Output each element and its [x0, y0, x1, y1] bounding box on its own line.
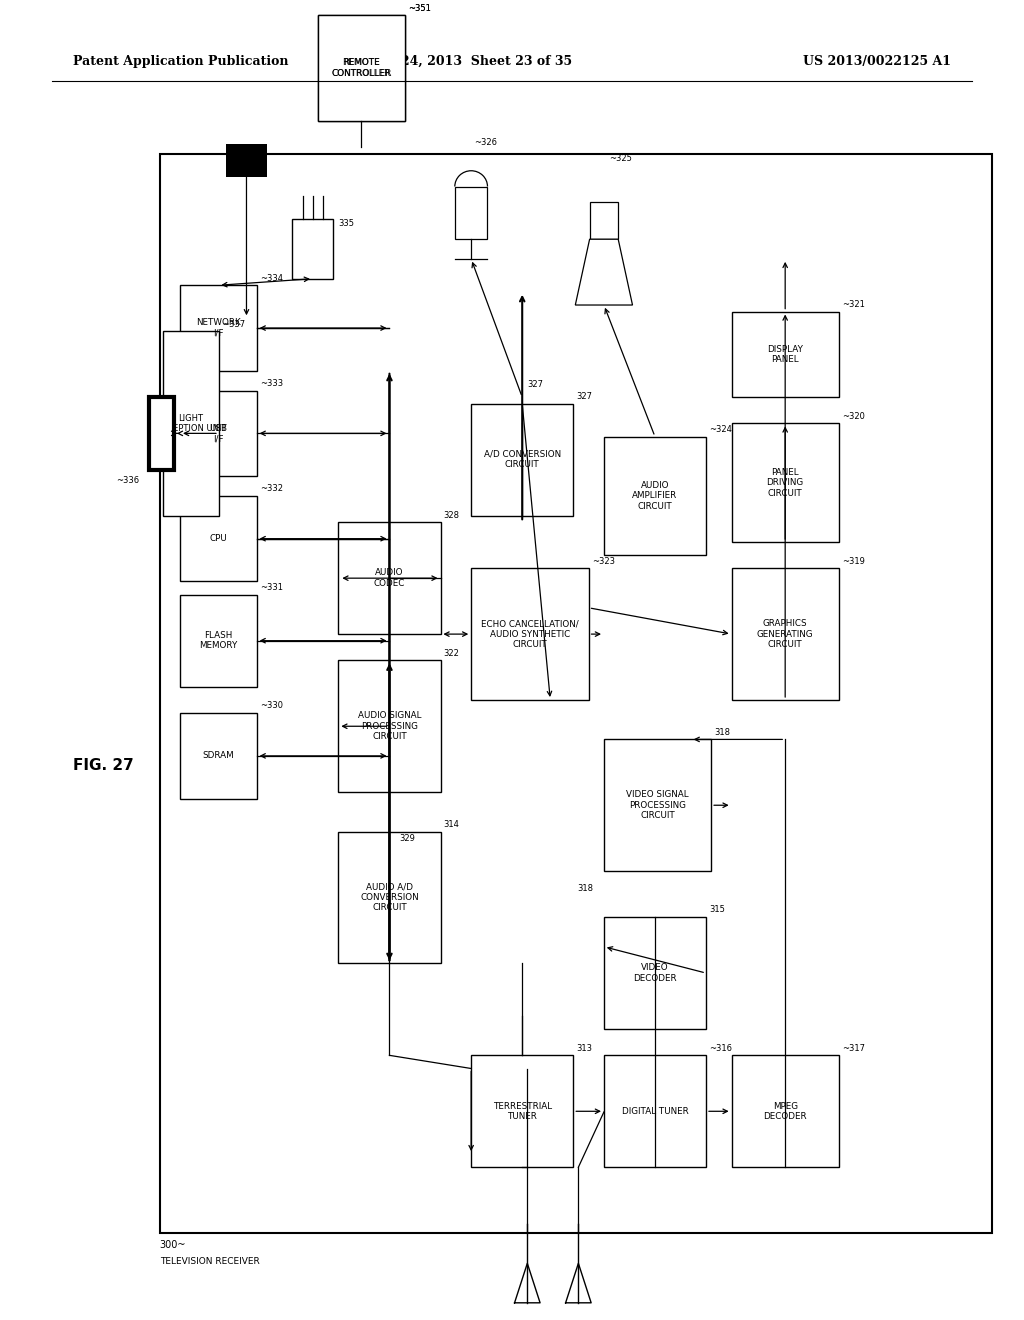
Bar — [338, 523, 440, 634]
Bar — [731, 569, 839, 700]
Text: 335: 335 — [338, 219, 354, 228]
Bar — [471, 1056, 573, 1167]
Text: ~351: ~351 — [408, 4, 431, 13]
Text: ~334: ~334 — [260, 273, 283, 282]
Bar — [590, 202, 618, 239]
Bar — [318, 16, 404, 120]
Bar — [604, 917, 706, 1030]
Text: CPU: CPU — [210, 535, 227, 543]
Bar — [455, 186, 487, 239]
Text: 315: 315 — [709, 906, 725, 915]
Bar — [180, 285, 257, 371]
Bar — [731, 424, 839, 543]
Text: ~323: ~323 — [592, 557, 614, 566]
Text: ~332: ~332 — [260, 484, 283, 494]
Text: 300~: 300~ — [160, 1239, 186, 1250]
Text: TELEVISION RECEIVER: TELEVISION RECEIVER — [160, 1257, 259, 1266]
Text: ~317: ~317 — [842, 1044, 865, 1053]
Text: AUDIO
AMPLIFIER
CIRCUIT: AUDIO AMPLIFIER CIRCUIT — [633, 480, 678, 511]
Text: SDRAM: SDRAM — [203, 751, 234, 760]
Text: ~324: ~324 — [709, 425, 732, 434]
Text: 318: 318 — [714, 727, 730, 737]
Text: AUDIO SIGNAL
PROCESSING
CIRCUIT: AUDIO SIGNAL PROCESSING CIRCUIT — [357, 711, 421, 741]
Text: 327: 327 — [577, 392, 592, 401]
Bar — [180, 594, 257, 686]
Text: ~320: ~320 — [842, 412, 864, 421]
Text: REMOTE
CONTROLLER: REMOTE CONTROLLER — [331, 58, 391, 78]
Text: VIDEO SIGNAL
PROCESSING
CIRCUIT: VIDEO SIGNAL PROCESSING CIRCUIT — [627, 791, 689, 820]
Text: FLASH
MEMORY: FLASH MEMORY — [200, 631, 238, 651]
Text: ~351: ~351 — [408, 4, 431, 13]
Text: NETWORK
I/F: NETWORK I/F — [196, 318, 241, 338]
Text: LIGHT
RECEPTION UNIT: LIGHT RECEPTION UNIT — [156, 413, 226, 433]
Text: GRAPHICS
GENERATING
CIRCUIT: GRAPHICS GENERATING CIRCUIT — [757, 619, 813, 649]
Text: ~336: ~336 — [116, 477, 139, 486]
Text: ~331: ~331 — [260, 583, 283, 591]
Bar — [471, 569, 589, 700]
Text: 313: 313 — [577, 1044, 592, 1053]
Text: ~321: ~321 — [842, 300, 864, 309]
Text: Jan. 24, 2013  Sheet 23 of 35: Jan. 24, 2013 Sheet 23 of 35 — [370, 55, 572, 69]
Bar — [318, 16, 404, 120]
Text: 322: 322 — [443, 649, 460, 657]
Bar — [180, 496, 257, 581]
Text: ~333: ~333 — [260, 379, 283, 388]
Text: ~325: ~325 — [609, 154, 632, 162]
Text: ~337: ~337 — [222, 319, 245, 329]
Text: ~316: ~316 — [709, 1044, 732, 1053]
Text: 318: 318 — [578, 884, 594, 894]
Text: 327: 327 — [527, 380, 544, 388]
Text: USB
I/F: USB I/F — [209, 424, 227, 444]
Text: Patent Application Publication: Patent Application Publication — [73, 55, 289, 69]
Text: VIDEO
DECODER: VIDEO DECODER — [633, 964, 677, 983]
Bar — [604, 1056, 706, 1167]
Bar — [293, 219, 333, 279]
Text: MPEG
DECODER: MPEG DECODER — [763, 1102, 807, 1121]
Bar — [604, 739, 711, 871]
Bar — [338, 832, 440, 964]
Bar — [226, 144, 267, 177]
Text: DISPLAY
PANEL: DISPLAY PANEL — [767, 345, 803, 364]
Text: AUDIO A/D
CONVERSION
CIRCUIT: AUDIO A/D CONVERSION CIRCUIT — [360, 883, 419, 912]
Bar — [731, 312, 839, 397]
Text: DIGITAL TUNER: DIGITAL TUNER — [622, 1106, 688, 1115]
Text: ~326: ~326 — [474, 139, 498, 147]
Text: ~319: ~319 — [842, 557, 864, 566]
Text: TERRESTRIAL
TUNER: TERRESTRIAL TUNER — [493, 1102, 552, 1121]
Text: AUDIO
CODEC: AUDIO CODEC — [374, 569, 406, 587]
Bar — [471, 404, 573, 516]
Text: 329: 329 — [399, 834, 416, 842]
Text: A/D CONVERSION
CIRCUIT: A/D CONVERSION CIRCUIT — [483, 450, 561, 470]
Text: ECHO CANCELLATION/
AUDIO SYNTHETIC
CIRCUIT: ECHO CANCELLATION/ AUDIO SYNTHETIC CIRCU… — [481, 619, 579, 649]
Text: ~330: ~330 — [260, 701, 283, 710]
Text: FIG. 27: FIG. 27 — [73, 758, 133, 774]
Bar — [160, 153, 992, 1233]
Bar — [731, 1056, 839, 1167]
Text: 328: 328 — [443, 511, 460, 520]
Bar — [180, 713, 257, 799]
Polygon shape — [575, 239, 633, 305]
Text: PANEL
DRIVING
CIRCUIT: PANEL DRIVING CIRCUIT — [767, 467, 804, 498]
Bar — [604, 437, 706, 556]
Bar — [163, 331, 219, 516]
Bar — [150, 397, 174, 470]
Text: 314: 314 — [443, 820, 460, 829]
Text: US 2013/0022125 A1: US 2013/0022125 A1 — [803, 55, 951, 69]
Bar — [338, 660, 440, 792]
Bar — [180, 391, 257, 477]
Text: REMOTE
CONTROLLER: REMOTE CONTROLLER — [332, 58, 391, 78]
